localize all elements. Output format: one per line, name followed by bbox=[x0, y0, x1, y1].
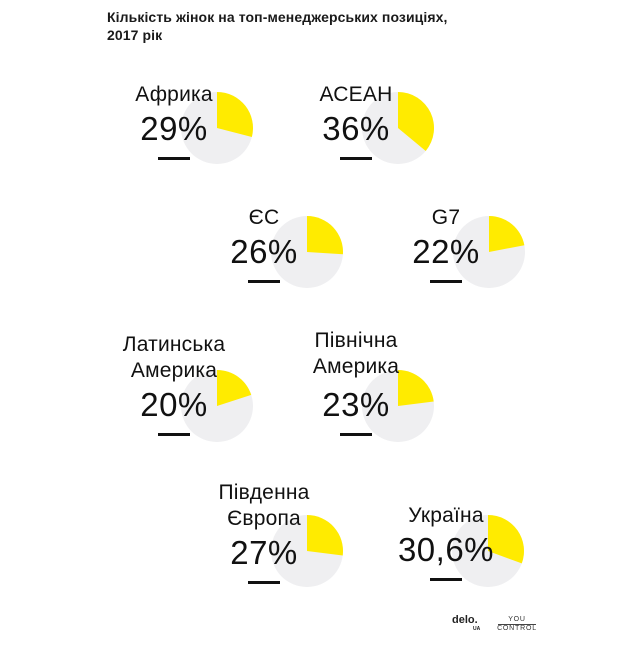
pie-slice bbox=[217, 92, 253, 137]
region-label: Україна bbox=[408, 504, 484, 527]
region-label: Африка bbox=[135, 83, 213, 106]
delo-logo-sub: UA bbox=[473, 626, 481, 632]
underline-divider bbox=[248, 280, 280, 283]
underline-divider bbox=[340, 433, 372, 436]
youcontrol-logo: YOU CONTROL bbox=[496, 616, 538, 633]
region-value: 22% bbox=[412, 233, 480, 270]
pie-slice bbox=[489, 216, 525, 252]
region-asean: АСЕАН 36% bbox=[281, 82, 431, 160]
chart-title: Кількість жінок на топ-менеджерських поз… bbox=[107, 8, 507, 44]
pie-eu bbox=[271, 216, 343, 288]
underline-divider bbox=[158, 433, 190, 436]
pie-slice bbox=[398, 370, 434, 406]
region-label-line-2: Європа bbox=[227, 507, 301, 530]
region-label: ЄС bbox=[248, 206, 280, 229]
underline-divider bbox=[248, 581, 280, 584]
pie-ukraine bbox=[452, 515, 524, 587]
pie-slice bbox=[217, 370, 252, 406]
pie-slice bbox=[488, 515, 524, 564]
region-label-line-1: Південна bbox=[218, 481, 310, 504]
region-label-line-1: Латинська bbox=[122, 333, 226, 356]
title-line-1: Кількість жінок на топ-менеджерських поз… bbox=[107, 9, 448, 25]
youcontrol-logo-top: YOU bbox=[508, 616, 526, 623]
pie-slice bbox=[398, 92, 434, 151]
delo-logo: delo. bbox=[452, 614, 478, 626]
region-value: 29% bbox=[140, 110, 208, 147]
region-label-line-2: Америка bbox=[312, 355, 400, 378]
region-value: 27% bbox=[230, 534, 298, 571]
region-value: 30,6% bbox=[397, 531, 495, 568]
region-value: 23% bbox=[322, 386, 390, 423]
region-label-line-2: Америка bbox=[130, 359, 218, 382]
source-logos: delo. UA YOU CONTROL bbox=[452, 614, 552, 636]
pie-slice bbox=[307, 515, 343, 556]
region-eu: ЄС 26% bbox=[189, 205, 339, 283]
region-label: G7 bbox=[431, 206, 461, 229]
pie-africa bbox=[181, 92, 253, 164]
underline-divider bbox=[430, 578, 462, 581]
region-africa: Африка 29% bbox=[99, 82, 249, 160]
pie-asean bbox=[362, 92, 434, 164]
underline-divider bbox=[430, 280, 462, 283]
region-value: 20% bbox=[140, 386, 208, 423]
pie-g7 bbox=[453, 216, 525, 288]
youcontrol-logo-bottom: CONTROL bbox=[497, 625, 537, 632]
pie-north-america bbox=[362, 370, 434, 442]
region-ukraine: Україна 30,6% bbox=[371, 503, 521, 581]
region-g7: G7 22% bbox=[371, 205, 521, 283]
region-value: 26% bbox=[230, 233, 298, 270]
region-label-line-1: Північна bbox=[314, 329, 398, 352]
region-southern-europe: Південна Європа 27% bbox=[189, 480, 339, 584]
region-label: АСЕАН bbox=[319, 83, 393, 106]
pie-southern-europe bbox=[271, 515, 343, 587]
region-north-america: Північна Америка 23% bbox=[281, 328, 431, 436]
region-latin-america: Латинська Америка 20% bbox=[99, 332, 249, 436]
pie-latin-america bbox=[181, 370, 253, 442]
pie-slice bbox=[307, 216, 343, 255]
youcontrol-logo-divider bbox=[498, 624, 536, 625]
region-value: 36% bbox=[322, 110, 390, 147]
underline-divider bbox=[340, 157, 372, 160]
underline-divider bbox=[158, 157, 190, 160]
title-line-2: 2017 рік bbox=[107, 27, 163, 43]
